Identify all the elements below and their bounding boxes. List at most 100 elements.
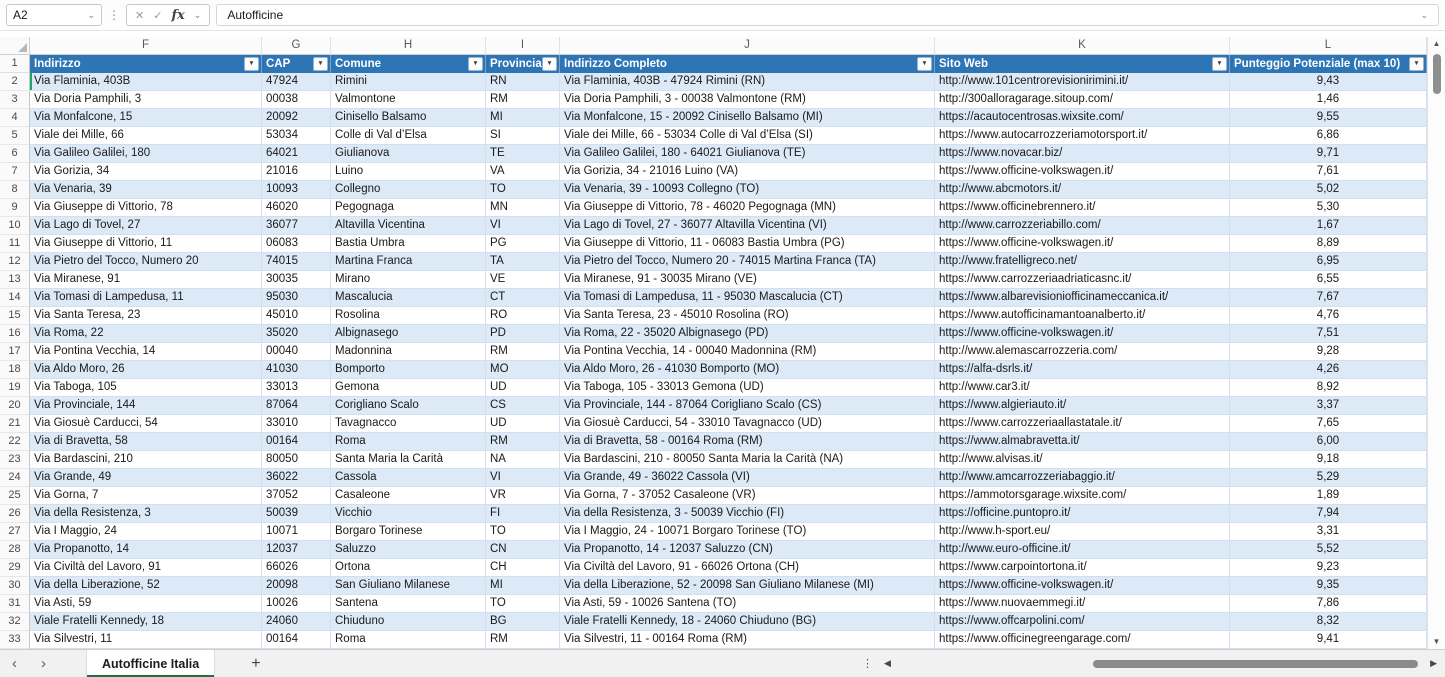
cell-punteggio[interactable]: 6,86: [1230, 127, 1427, 145]
scroll-up-icon[interactable]: ▲: [1432, 39, 1441, 48]
cell-indirizzo[interactable]: Via Tomasi di Lampedusa, 11: [30, 289, 262, 307]
cell-indirizzo-completo[interactable]: Via Taboga, 105 - 33013 Gemona (UD): [560, 379, 935, 397]
horizontal-scrollbar-track[interactable]: [905, 660, 1423, 668]
cell-provincia[interactable]: CN: [486, 541, 560, 559]
cell-comune[interactable]: Altavilla Vicentina: [331, 217, 486, 235]
row-number[interactable]: 25: [0, 487, 30, 505]
cell-sito-web[interactable]: https://alfa-dsrls.it/: [935, 361, 1230, 379]
cell-indirizzo-completo[interactable]: Via Propanotto, 14 - 12037 Saluzzo (CN): [560, 541, 935, 559]
column-header-l[interactable]: L: [1230, 37, 1427, 54]
cell-sito-web[interactable]: http://www.alemascarrozzeria.com/: [935, 343, 1230, 361]
cell-provincia[interactable]: VI: [486, 469, 560, 487]
formula-input[interactable]: Autofficine ⌄: [216, 4, 1439, 26]
cell-provincia[interactable]: BG: [486, 613, 560, 631]
cell-comune[interactable]: Rimini: [331, 73, 486, 91]
horizontal-scrollbar-thumb[interactable]: [1093, 660, 1418, 668]
scroll-down-icon[interactable]: ▼: [1432, 637, 1441, 646]
cell-provincia[interactable]: RM: [486, 631, 560, 649]
cell-cap[interactable]: 45010: [262, 307, 331, 325]
cell-provincia[interactable]: RN: [486, 73, 560, 91]
cell-provincia[interactable]: CS: [486, 397, 560, 415]
column-header-k[interactable]: K: [935, 37, 1230, 54]
row-number[interactable]: 3: [0, 91, 30, 109]
cell-provincia[interactable]: TE: [486, 145, 560, 163]
cell-comune[interactable]: Valmontone: [331, 91, 486, 109]
cell-punteggio[interactable]: 8,89: [1230, 235, 1427, 253]
enter-icon[interactable]: ✓: [153, 9, 163, 22]
column-header-h[interactable]: H: [331, 37, 486, 54]
cell-comune[interactable]: Madonnina: [331, 343, 486, 361]
row-number[interactable]: 22: [0, 433, 30, 451]
prev-sheet-icon[interactable]: ‹: [12, 655, 17, 672]
fx-icon[interactable]: fx: [171, 7, 185, 23]
cell-sito-web[interactable]: https://www.offcarpolini.com/: [935, 613, 1230, 631]
cell-indirizzo[interactable]: Via Gorizia, 34: [30, 163, 262, 181]
cell-cap[interactable]: 12037: [262, 541, 331, 559]
row-number[interactable]: 33: [0, 631, 30, 649]
row-number[interactable]: 14: [0, 289, 30, 307]
sheet-tab-autofficine-italia[interactable]: Autofficine Italia: [86, 650, 216, 677]
cell-sito-web[interactable]: https://www.autocarrozzeriamotorsport.it…: [935, 127, 1230, 145]
cell-indirizzo[interactable]: Via Monfalcone, 15: [30, 109, 262, 127]
cell-punteggio[interactable]: 7,94: [1230, 505, 1427, 523]
cell-punteggio[interactable]: 3,31: [1230, 523, 1427, 541]
row-number[interactable]: 23: [0, 451, 30, 469]
cell-indirizzo-completo[interactable]: Viale Fratelli Kennedy, 18 - 24060 Chiud…: [560, 613, 935, 631]
cell-comune[interactable]: Casaleone: [331, 487, 486, 505]
row-number[interactable]: 24: [0, 469, 30, 487]
cell-comune[interactable]: Pegognaga: [331, 199, 486, 217]
cell-cap[interactable]: 80050: [262, 451, 331, 469]
cell-indirizzo-completo[interactable]: Via Gorizia, 34 - 21016 Luino (VA): [560, 163, 935, 181]
cell-indirizzo-completo[interactable]: Via Tomasi di Lampedusa, 11 - 95030 Masc…: [560, 289, 935, 307]
vertical-scrollbar-thumb[interactable]: [1432, 54, 1441, 94]
cell-sito-web[interactable]: http://www.fratelligreco.net/: [935, 253, 1230, 271]
cell-sito-web[interactable]: http://www.101centrorevisionirimini.it/: [935, 73, 1230, 91]
cell-cap[interactable]: 47924: [262, 73, 331, 91]
cell-provincia[interactable]: MN: [486, 199, 560, 217]
cell-sito-web[interactable]: https://www.officinebrennero.it/: [935, 199, 1230, 217]
cell-comune[interactable]: Colle di Val d’Elsa: [331, 127, 486, 145]
cell-cap[interactable]: 06083: [262, 235, 331, 253]
cell-indirizzo[interactable]: Via Pontina Vecchia, 14: [30, 343, 262, 361]
cell-indirizzo-completo[interactable]: Via Asti, 59 - 10026 Santena (TO): [560, 595, 935, 613]
header-indirizzo[interactable]: Indirizzo ▼: [30, 55, 262, 73]
cell-sito-web[interactable]: https://www.carrozzeriaallastatale.it/: [935, 415, 1230, 433]
cell-punteggio[interactable]: 9,71: [1230, 145, 1427, 163]
cell-sito-web[interactable]: https://www.officine-volkswagen.it/: [935, 163, 1230, 181]
cell-indirizzo[interactable]: Via della Resistenza, 3: [30, 505, 262, 523]
row-number[interactable]: 9: [0, 199, 30, 217]
cell-indirizzo[interactable]: Via I Maggio, 24: [30, 523, 262, 541]
cell-indirizzo-completo[interactable]: Via di Bravetta, 58 - 00164 Roma (RM): [560, 433, 935, 451]
cell-comune[interactable]: Mirano: [331, 271, 486, 289]
cell-comune[interactable]: Cinisello Balsamo: [331, 109, 486, 127]
cell-provincia[interactable]: TO: [486, 523, 560, 541]
cell-provincia[interactable]: CH: [486, 559, 560, 577]
cell-indirizzo[interactable]: Via Grande, 49: [30, 469, 262, 487]
cell-indirizzo-completo[interactable]: Via Venaria, 39 - 10093 Collegno (TO): [560, 181, 935, 199]
cell-indirizzo[interactable]: Viale Fratelli Kennedy, 18: [30, 613, 262, 631]
row-number[interactable]: 27: [0, 523, 30, 541]
cell-indirizzo[interactable]: Via Silvestri, 11: [30, 631, 262, 649]
row-number[interactable]: 30: [0, 577, 30, 595]
cell-comune[interactable]: Corigliano Scalo: [331, 397, 486, 415]
cell-provincia[interactable]: RM: [486, 343, 560, 361]
cell-provincia[interactable]: TO: [486, 595, 560, 613]
cell-provincia[interactable]: VA: [486, 163, 560, 181]
cell-cap[interactable]: 20098: [262, 577, 331, 595]
cell-provincia[interactable]: TO: [486, 181, 560, 199]
cell-sito-web[interactable]: https://acautocentrosas.wixsite.com/: [935, 109, 1230, 127]
cell-sito-web[interactable]: https://www.officinegreengarage.com/: [935, 631, 1230, 649]
cell-provincia[interactable]: NA: [486, 451, 560, 469]
cell-cap[interactable]: 00164: [262, 433, 331, 451]
cell-cap[interactable]: 30035: [262, 271, 331, 289]
cell-indirizzo-completo[interactable]: Via Grande, 49 - 36022 Cassola (VI): [560, 469, 935, 487]
cell-punteggio[interactable]: 5,29: [1230, 469, 1427, 487]
cell-punteggio[interactable]: 5,02: [1230, 181, 1427, 199]
cell-punteggio[interactable]: 6,95: [1230, 253, 1427, 271]
header-punteggio[interactable]: Punteggio Potenziale (max 10) ▼: [1230, 55, 1427, 73]
cell-punteggio[interactable]: 8,92: [1230, 379, 1427, 397]
cell-indirizzo-completo[interactable]: Via Gorna, 7 - 37052 Casaleone (VR): [560, 487, 935, 505]
cell-sito-web[interactable]: http://www.abcmotors.it/: [935, 181, 1230, 199]
cell-sito-web[interactable]: https://www.officine-volkswagen.it/: [935, 325, 1230, 343]
cell-sito-web[interactable]: https://officine.puntopro.it/: [935, 505, 1230, 523]
